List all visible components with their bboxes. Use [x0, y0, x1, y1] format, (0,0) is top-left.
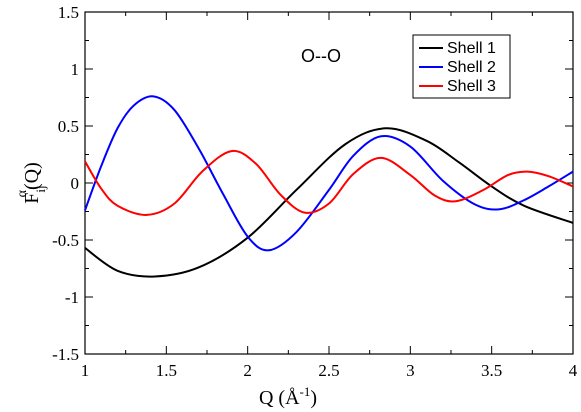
x-axis-label: Q (Å-1): [259, 384, 317, 409]
y-axis-label-rest: (Q): [21, 162, 43, 190]
svg-text:Fijα(Q): Fijα(Q): [15, 162, 48, 203]
series-line-shell-1: [84, 127, 574, 278]
y-tick-label: -1: [65, 288, 79, 307]
x-tick-label: 2: [243, 361, 252, 380]
series-line-shell-2: [84, 95, 574, 252]
legend-label-shell-2: Shell 2: [447, 59, 496, 76]
legend-entries: Shell 1 Shell 2 Shell 3: [419, 40, 496, 95]
y-tick-label: -1.5: [52, 345, 79, 364]
x-tick-label: 2.5: [318, 361, 339, 380]
y-axis-label-sup: α: [15, 189, 30, 197]
y-tick-label: 0.5: [58, 117, 79, 136]
series-lines: [84, 95, 574, 278]
legend-label-shell-3: Shell 3: [447, 78, 496, 95]
annotation-label: O--O: [301, 46, 341, 66]
legend-label-shell-1: Shell 1: [447, 40, 496, 57]
x-tick-label: 3: [406, 361, 415, 380]
x-tick-label: 1: [81, 361, 90, 380]
x-tick-label: 1.5: [156, 361, 177, 380]
y-axis-label-main: F: [21, 193, 43, 204]
ticks: [84, 11, 574, 355]
y-tick-label: 1: [71, 60, 80, 79]
tick-labels: 1 1.5 2 2.5 3 3.5 4 -1.5 -1 -0.5 0 0.5 1 1.5: [52, 3, 578, 380]
x-tick-label: 3.5: [481, 361, 502, 380]
y-tick-label: -0.5: [52, 231, 79, 250]
y-axis-label-sub: ij: [33, 185, 48, 192]
series-line-shell-3: [84, 149, 574, 216]
x-tick-label: 4: [569, 361, 578, 380]
y-tick-label: 1.5: [58, 3, 79, 22]
y-tick-label: 0: [71, 174, 80, 193]
y-axis-label: Fijα(Q): [15, 162, 48, 203]
legend: Shell 1 Shell 2 Shell 3: [412, 34, 511, 99]
